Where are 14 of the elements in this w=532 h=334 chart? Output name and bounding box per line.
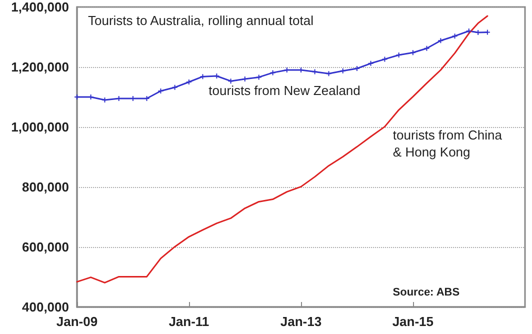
y-tick-label: 1,200,000 [11,60,69,74]
x-tick-label: Jan-11 [168,314,210,329]
x-tick-label: Jan-09 [56,314,98,329]
series-label: tourists from China & Hong Kong [392,128,503,160]
y-tick-label: 400,000 [22,300,69,314]
y-tick-label: 800,000 [22,180,69,194]
chart-title: Tourists to Australia, rolling annual total [88,13,314,28]
y-tick-label: 600,000 [22,240,69,254]
x-tick-label: Jan-13 [280,314,322,329]
y-tick-label: 1,000,000 [11,120,69,134]
series-label: tourists from New Zealand [208,83,360,98]
y-tick-label: 1,400,000 [11,0,69,14]
x-tick-label: Jan-15 [392,314,434,329]
annotation: Source: ABS [392,286,460,298]
